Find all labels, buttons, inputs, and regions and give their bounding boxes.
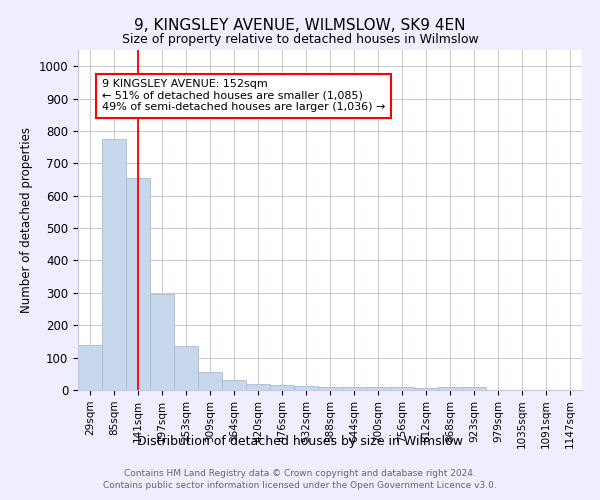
Text: Contains public sector information licensed under the Open Government Licence v3: Contains public sector information licen…: [103, 481, 497, 490]
Text: 9 KINGSLEY AVENUE: 152sqm
← 51% of detached houses are smaller (1,085)
49% of se: 9 KINGSLEY AVENUE: 152sqm ← 51% of detac…: [102, 79, 385, 112]
Bar: [150, 294, 174, 390]
Bar: [198, 372, 222, 390]
Bar: [342, 387, 366, 390]
Bar: [414, 388, 438, 390]
Bar: [462, 388, 486, 390]
Bar: [126, 178, 150, 390]
Bar: [102, 139, 126, 390]
Bar: [78, 344, 102, 390]
Y-axis label: Number of detached properties: Number of detached properties: [20, 127, 33, 313]
Bar: [366, 387, 390, 390]
Bar: [246, 384, 270, 390]
Text: Contains HM Land Registry data © Crown copyright and database right 2024.: Contains HM Land Registry data © Crown c…: [124, 468, 476, 477]
Text: Size of property relative to detached houses in Wilmslow: Size of property relative to detached ho…: [122, 32, 478, 46]
Bar: [294, 386, 318, 390]
Bar: [438, 387, 462, 390]
Bar: [174, 346, 198, 390]
Bar: [270, 385, 294, 390]
Bar: [318, 388, 342, 390]
Text: Distribution of detached houses by size in Wilmslow: Distribution of detached houses by size …: [137, 435, 463, 448]
Text: 9, KINGSLEY AVENUE, WILMSLOW, SK9 4EN: 9, KINGSLEY AVENUE, WILMSLOW, SK9 4EN: [134, 18, 466, 32]
Bar: [222, 380, 246, 390]
Bar: [390, 387, 414, 390]
